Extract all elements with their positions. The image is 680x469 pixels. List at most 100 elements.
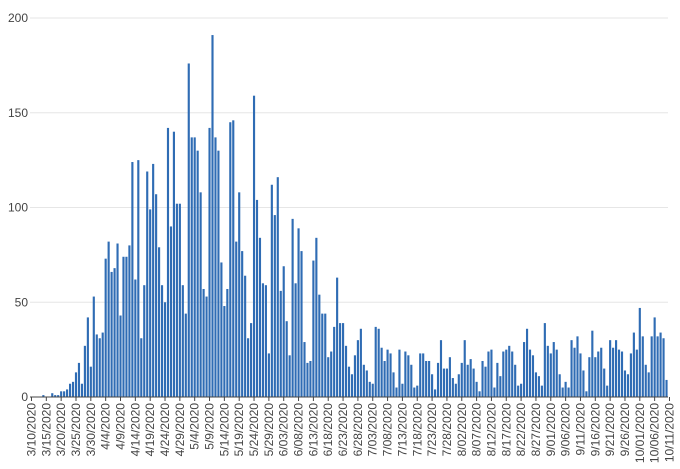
- y-tick-label: 0: [21, 390, 28, 404]
- bar: [107, 241, 110, 397]
- bar: [573, 347, 576, 397]
- bar: [288, 355, 291, 397]
- bar: [232, 120, 235, 397]
- bar: [656, 336, 659, 397]
- bar: [241, 251, 244, 397]
- bar: [166, 127, 170, 397]
- x-tick-label: 7/23/2020: [425, 403, 439, 457]
- bar: [520, 383, 523, 397]
- bar: [380, 347, 383, 397]
- bar: [235, 241, 238, 397]
- x-tick-label: 5/9/2020: [203, 403, 217, 450]
- bar: [324, 313, 327, 397]
- x-tick-label: 9/16/2020: [588, 403, 602, 457]
- bar: [511, 351, 514, 397]
- x-tick-label: 8/07/2020: [470, 403, 484, 457]
- y-tick-label: 200: [8, 11, 28, 25]
- bar: [137, 160, 140, 398]
- bar: [119, 315, 122, 397]
- bar: [641, 336, 644, 397]
- bar: [523, 342, 526, 397]
- bars: [42, 35, 668, 398]
- bar: [66, 389, 69, 397]
- bar: [594, 357, 597, 397]
- bar: [89, 366, 92, 397]
- bar: [339, 323, 342, 397]
- bar: [662, 338, 665, 397]
- x-tick-label: 7/18/2020: [410, 403, 424, 457]
- gridlines: [30, 17, 668, 303]
- bar: [365, 370, 368, 397]
- bar: [389, 353, 392, 397]
- bar: [615, 340, 618, 397]
- bar: [549, 353, 552, 397]
- x-tick-label: 10/06/2020: [648, 403, 662, 463]
- bar: [404, 351, 407, 397]
- bar: [160, 285, 164, 397]
- bar: [493, 387, 496, 397]
- bar: [244, 275, 247, 397]
- bar: [300, 251, 303, 397]
- bar: [386, 349, 389, 398]
- bar: [113, 268, 116, 397]
- bar: [395, 387, 398, 397]
- bar: [629, 353, 632, 397]
- bar: [490, 349, 493, 398]
- bar: [110, 271, 113, 397]
- x-tick-label: 10/01/2020: [633, 403, 647, 463]
- bar: [603, 368, 606, 397]
- x-tick-label: 9/01/2020: [544, 403, 558, 457]
- bar: [540, 385, 543, 397]
- bar: [54, 395, 57, 397]
- bar: [190, 137, 193, 397]
- bar: [199, 192, 202, 397]
- bar: [125, 256, 128, 397]
- bar: [211, 35, 214, 398]
- bar: [416, 385, 419, 397]
- bar: [457, 374, 460, 397]
- x-tick-label: 9/21/2020: [603, 403, 617, 457]
- x-tick-label: 3/30/2020: [84, 403, 98, 457]
- bar: [591, 330, 594, 397]
- bar: [158, 247, 161, 397]
- x-tick-label: 9/26/2020: [618, 403, 632, 457]
- bar: [650, 336, 653, 397]
- bar: [514, 364, 517, 397]
- bar: [86, 317, 89, 397]
- bar: [481, 361, 484, 397]
- bar: [92, 296, 95, 397]
- x-tick-label: 4/24/2020: [158, 403, 172, 457]
- bar: [543, 323, 546, 397]
- bar: [181, 285, 184, 397]
- bar: [422, 353, 425, 397]
- x-tick-label: 4/4/2020: [99, 403, 113, 450]
- bar: [217, 150, 220, 397]
- bar: [172, 131, 175, 397]
- bar: [606, 385, 609, 397]
- x-tick-label: 5/24/2020: [247, 403, 261, 457]
- y-axis-ticks: 0 50 100 150 200: [8, 11, 28, 404]
- bar: [63, 391, 66, 397]
- bar: [178, 203, 181, 397]
- bar: [552, 342, 555, 397]
- bar: [638, 307, 641, 397]
- bar: [140, 338, 143, 397]
- bar: [196, 150, 199, 397]
- x-tick-label: 6/28/2020: [351, 403, 365, 457]
- x-tick-label: 8/02/2020: [455, 403, 469, 457]
- bar: [208, 127, 211, 397]
- x-tick-label: 3/20/2020: [54, 403, 68, 457]
- bar: [155, 194, 158, 397]
- bar: [356, 340, 359, 397]
- bar: [264, 285, 267, 397]
- bar: [439, 340, 443, 397]
- x-tick-label: 7/13/2020: [395, 403, 409, 457]
- bar: [226, 288, 229, 397]
- bar: [665, 379, 668, 397]
- bar: [401, 383, 404, 397]
- bar: [525, 328, 529, 397]
- bar: [623, 370, 627, 397]
- bar: [517, 385, 520, 397]
- bar: [558, 374, 561, 397]
